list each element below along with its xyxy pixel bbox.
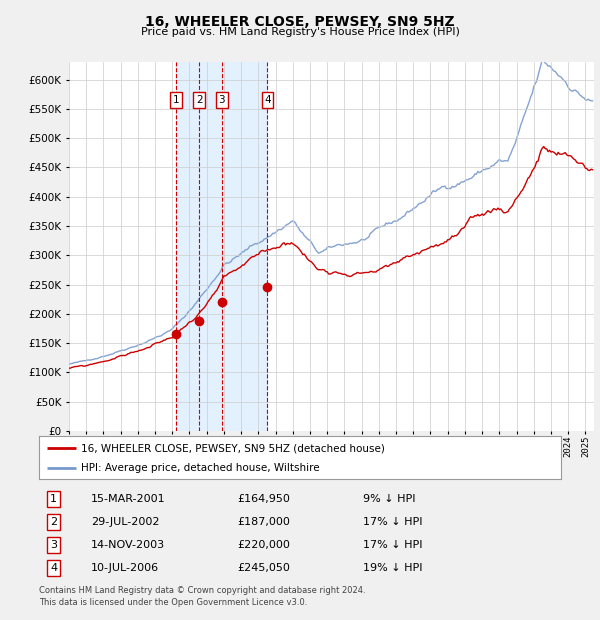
Text: This data is licensed under the Open Government Licence v3.0.: This data is licensed under the Open Gov… (39, 598, 307, 608)
Text: £164,950: £164,950 (238, 494, 290, 504)
Text: 17% ↓ HPI: 17% ↓ HPI (362, 540, 422, 550)
Text: 14-NOV-2003: 14-NOV-2003 (91, 540, 166, 550)
Text: 15-MAR-2001: 15-MAR-2001 (91, 494, 166, 504)
Text: 16, WHEELER CLOSE, PEWSEY, SN9 5HZ: 16, WHEELER CLOSE, PEWSEY, SN9 5HZ (145, 16, 455, 30)
Text: 2: 2 (50, 517, 57, 527)
Text: 9% ↓ HPI: 9% ↓ HPI (362, 494, 415, 504)
Text: 3: 3 (50, 540, 57, 550)
Text: 1: 1 (50, 494, 57, 504)
Text: 10-JUL-2006: 10-JUL-2006 (91, 563, 160, 573)
Text: 4: 4 (264, 95, 271, 105)
Text: £187,000: £187,000 (238, 517, 290, 527)
Bar (176, 62, 268, 431)
Text: 3: 3 (218, 95, 225, 105)
Text: 19% ↓ HPI: 19% ↓ HPI (362, 563, 422, 573)
Text: Contains HM Land Registry data © Crown copyright and database right 2024.: Contains HM Land Registry data © Crown c… (39, 586, 365, 595)
Text: 1: 1 (173, 95, 179, 105)
Text: 2: 2 (196, 95, 203, 105)
Text: 4: 4 (50, 563, 57, 573)
Text: HPI: Average price, detached house, Wiltshire: HPI: Average price, detached house, Wilt… (81, 463, 319, 473)
Text: 17% ↓ HPI: 17% ↓ HPI (362, 517, 422, 527)
Text: £220,000: £220,000 (238, 540, 290, 550)
Text: 16, WHEELER CLOSE, PEWSEY, SN9 5HZ (detached house): 16, WHEELER CLOSE, PEWSEY, SN9 5HZ (deta… (81, 443, 385, 453)
Text: Price paid vs. HM Land Registry's House Price Index (HPI): Price paid vs. HM Land Registry's House … (140, 27, 460, 37)
Text: £245,050: £245,050 (238, 563, 290, 573)
Text: 29-JUL-2002: 29-JUL-2002 (91, 517, 160, 527)
